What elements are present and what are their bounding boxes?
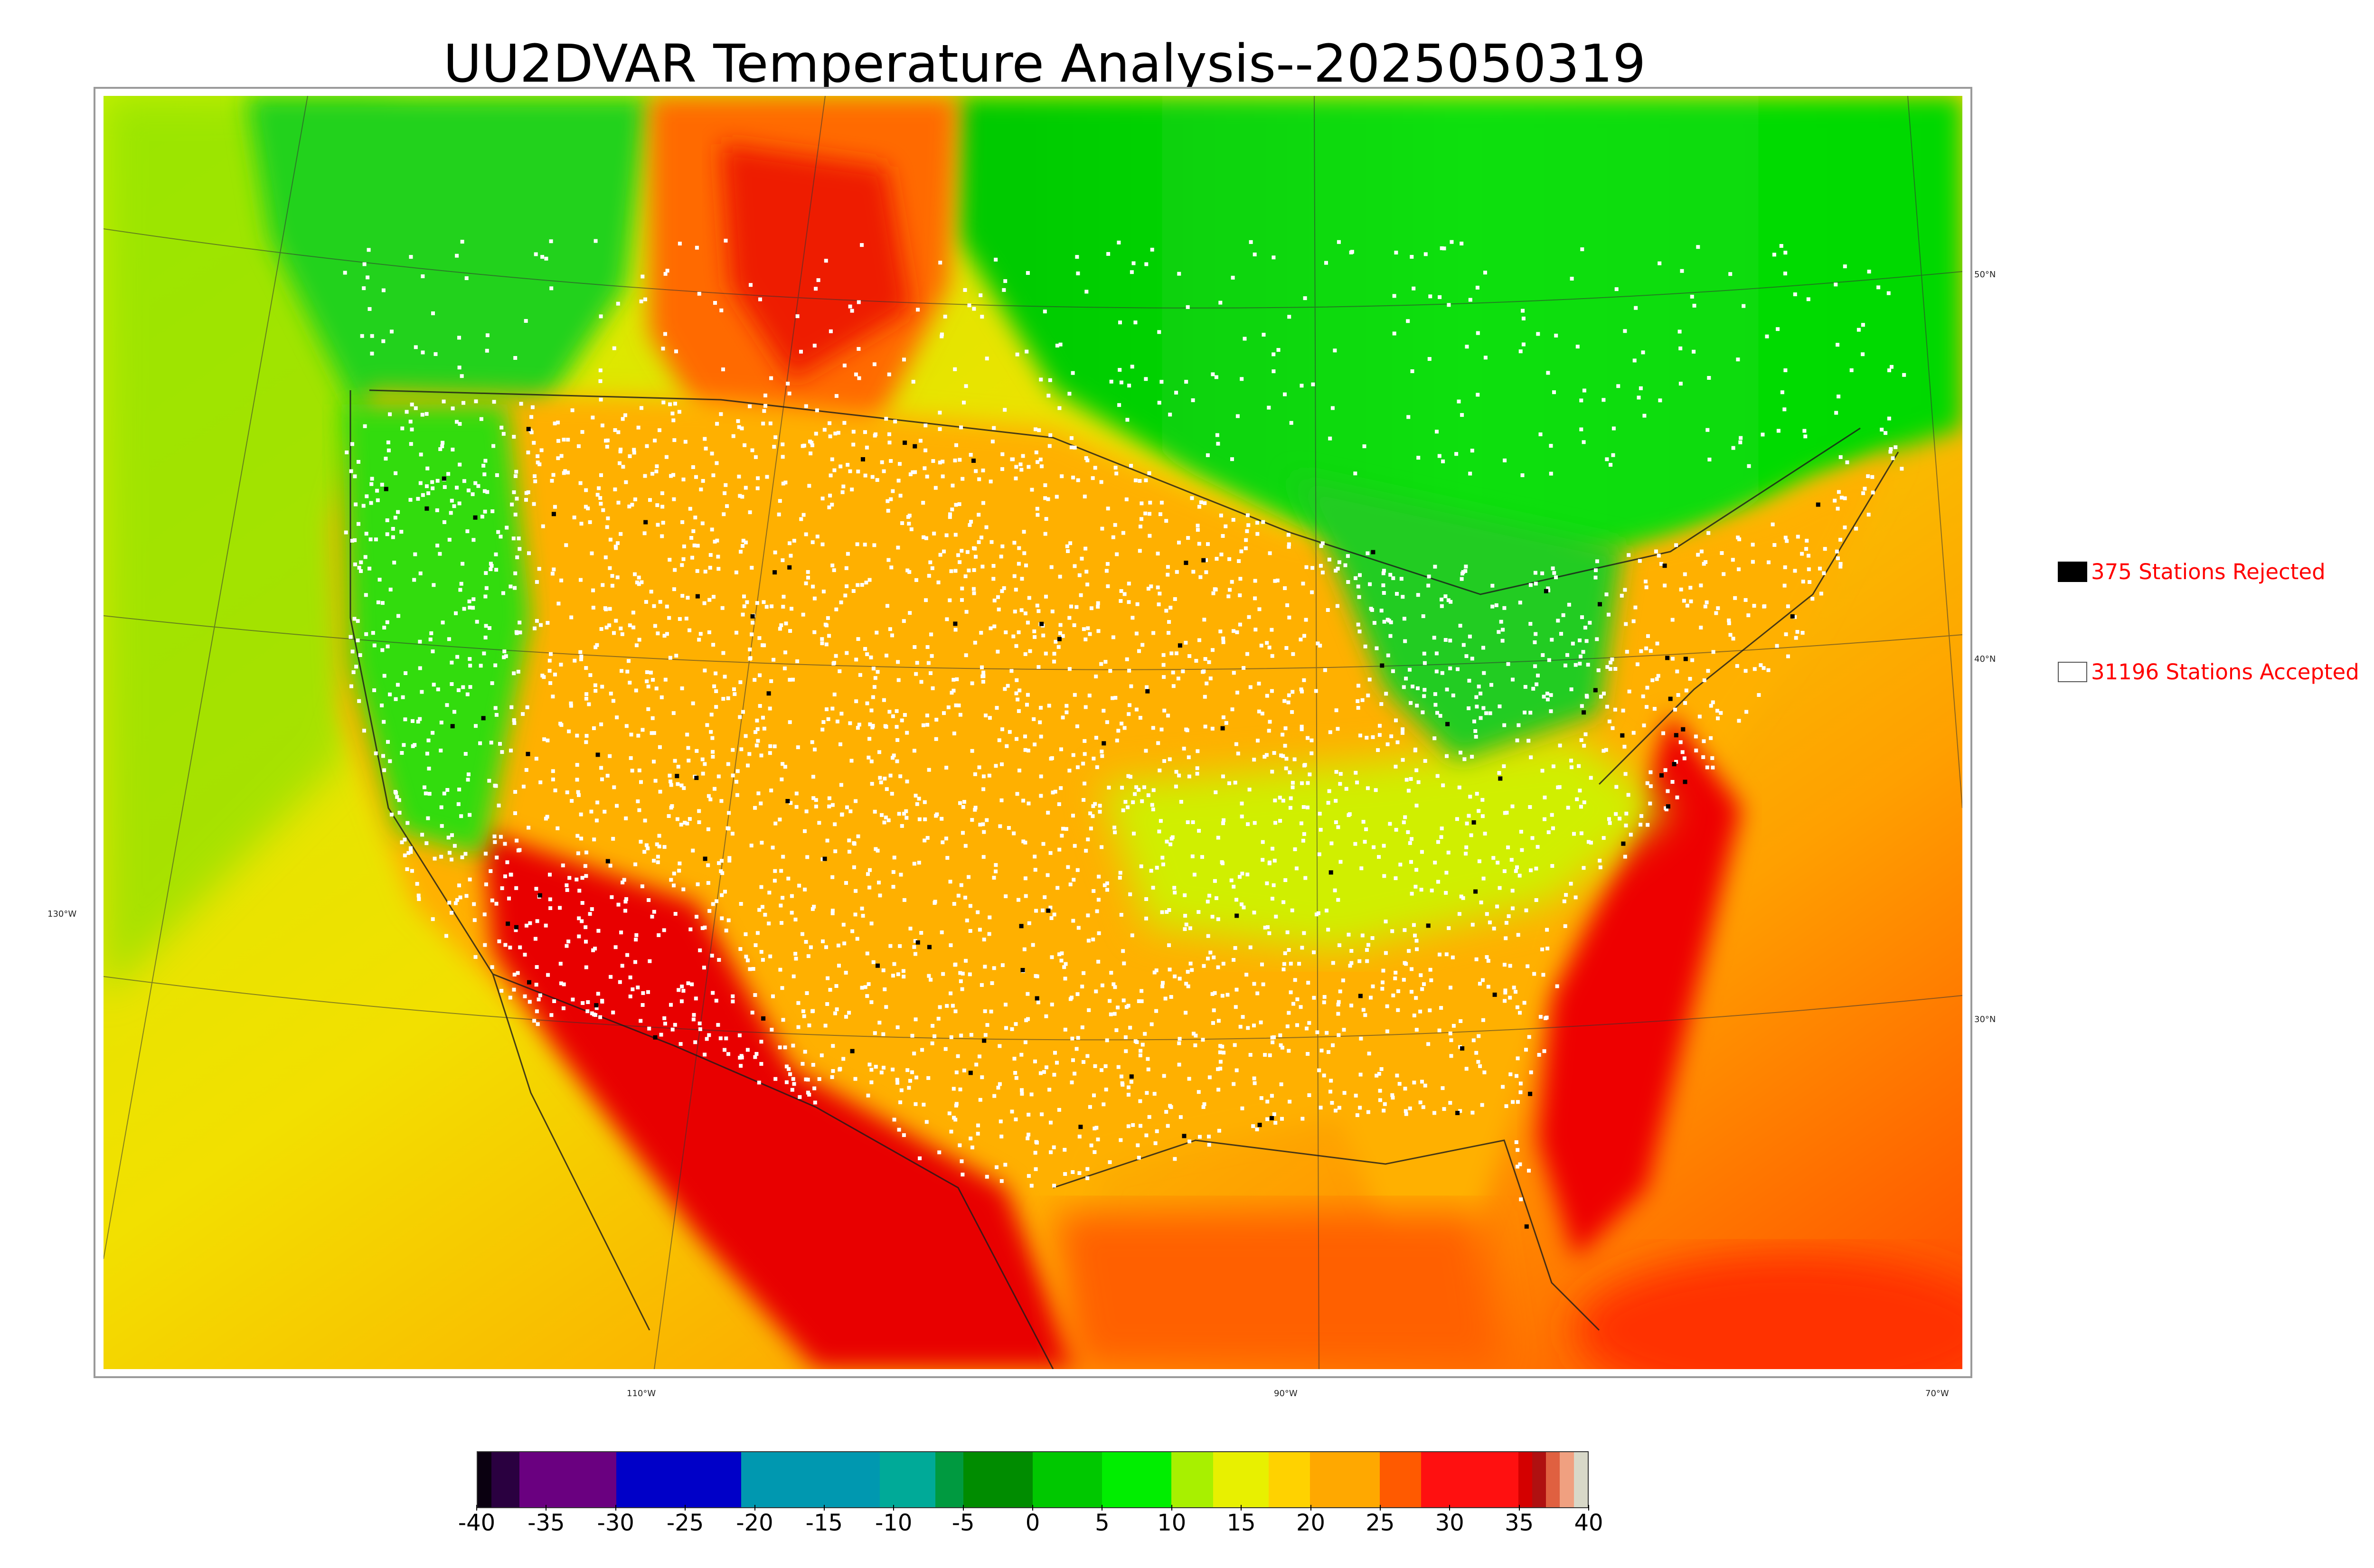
colorbar-tick-label: 15 [1226, 1510, 1256, 1536]
lat-label-40: 40°N [1974, 654, 1996, 664]
borders [349, 389, 1899, 1369]
nw-canada-region [246, 96, 650, 523]
colorbar-segment [1102, 1452, 1172, 1507]
lon-label-110: 110°W [627, 1389, 656, 1399]
accepted-label: 31196 Stations Accepted [2091, 659, 2359, 685]
colorbar-tick-label: 40 [1574, 1510, 1603, 1536]
colorbar-tick [685, 1505, 686, 1511]
colorbar-segment [616, 1452, 742, 1507]
colorbar-tick-label: -30 [597, 1510, 634, 1536]
colorbar-tick [1310, 1505, 1311, 1511]
colorbar-segment [519, 1452, 617, 1507]
colorbar-segment [935, 1452, 963, 1507]
colorbar-tick [1379, 1505, 1381, 1511]
canada-region [958, 96, 1962, 618]
prairie-core-region [721, 143, 911, 381]
caribbean-region [1575, 1254, 1962, 1369]
temperature-map[interactable] [104, 96, 1962, 1369]
colorbar-segment [1310, 1452, 1380, 1507]
colorbar-tick [893, 1505, 895, 1511]
colorbar-tick [1171, 1505, 1172, 1511]
colorbar-segment [963, 1452, 1033, 1507]
page-title: UU2DVAR Temperature Analysis--2025050319 [443, 33, 1646, 94]
colorbar-segment [1546, 1452, 1560, 1507]
colorbar-tick-label: 25 [1366, 1510, 1395, 1536]
colorbar-segment [1268, 1452, 1310, 1507]
colorbar-tick [1241, 1505, 1242, 1511]
lat-label-50: 50°N [1974, 270, 1996, 280]
colorbar-tick [823, 1505, 825, 1511]
colorbar-tick [476, 1505, 477, 1511]
rejected-label: 375 Stations Rejected [2091, 559, 2326, 584]
legend-accepted: 31196 Stations Accepted [2058, 659, 2359, 685]
great-lakes-region [1291, 476, 1623, 761]
accepted-stations [343, 238, 1906, 1202]
colorbar-segment [1518, 1452, 1532, 1507]
rejected-stations [384, 427, 1820, 1229]
colorbar-tick-label: 5 [1095, 1510, 1110, 1536]
map-frame [94, 87, 1972, 1378]
colorbar-tick [754, 1505, 755, 1511]
colorbar-tick-label: -40 [458, 1510, 496, 1536]
legend-rejected: 375 Stations Rejected [2058, 559, 2326, 584]
colorbar-tick [1032, 1505, 1033, 1511]
colorbar-tick-label: -25 [666, 1510, 704, 1536]
colorbar-segment [491, 1452, 519, 1507]
colorbar-segment [478, 1452, 492, 1507]
colorbar-segment [1032, 1452, 1102, 1507]
southeast-hot-region [1537, 713, 1742, 1259]
colorbar-segment [1213, 1452, 1269, 1507]
colorbar-segment [741, 1452, 880, 1507]
lat-label-30: 30°N [1974, 1014, 1996, 1024]
colorbar-tick [962, 1505, 964, 1511]
rejected-swatch [2058, 562, 2087, 582]
lon-label-90: 90°W [1274, 1389, 1298, 1399]
colorbar-segment [1421, 1452, 1518, 1507]
colorbar-tick-label: 35 [1505, 1510, 1534, 1536]
colorbar-tick-label: 0 [1025, 1510, 1040, 1536]
colorbar-segment [1560, 1452, 1574, 1507]
colorbar-segment [1532, 1452, 1546, 1507]
colorbar-tick-label: -35 [528, 1510, 565, 1536]
colorbar-tick-label: -5 [951, 1510, 975, 1536]
colorbar-tick-label: 30 [1435, 1510, 1464, 1536]
accepted-swatch [2058, 662, 2087, 682]
central-cool-band [1101, 737, 1670, 950]
colorbar-tick [615, 1505, 616, 1511]
colorbar-tick [1588, 1505, 1589, 1511]
colorbar-tick [1449, 1505, 1451, 1511]
colorbar-tick-label: 10 [1157, 1510, 1187, 1536]
gulf-region [1053, 1211, 1504, 1369]
colorbar-tick-label: 20 [1296, 1510, 1326, 1536]
lon-label-70: 70°W [1925, 1389, 1949, 1399]
colorbar-segment [1379, 1452, 1422, 1507]
graticule [104, 96, 1962, 1369]
colorbar-segment [1573, 1452, 1588, 1507]
colorbar-segment [880, 1452, 936, 1507]
colorbar-tick-label: -15 [805, 1510, 843, 1536]
colorbar [477, 1451, 1589, 1508]
colorbar-tick [1518, 1505, 1520, 1511]
southwest-hot-region [483, 832, 1077, 1369]
lon-label-130: 130°W [47, 909, 77, 919]
colorbar-tick-label: -20 [736, 1510, 773, 1536]
colorbar-segment [1171, 1452, 1213, 1507]
colorbar-tick-label: -10 [875, 1510, 913, 1536]
